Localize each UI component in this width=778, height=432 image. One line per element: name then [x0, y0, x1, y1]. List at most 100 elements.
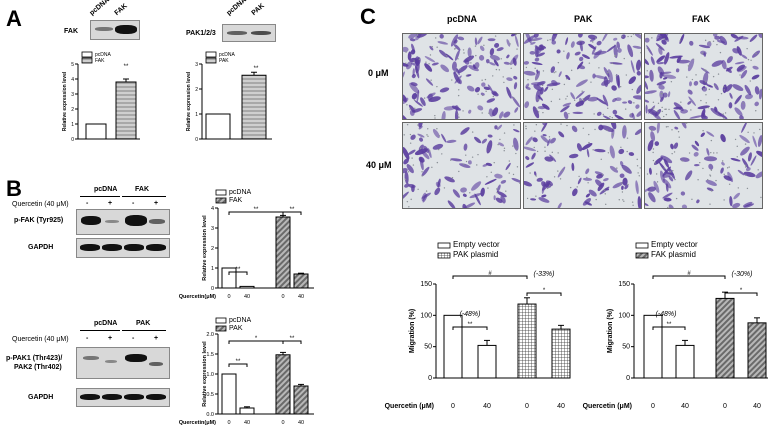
significance-bracket	[452, 275, 528, 279]
sign: +	[108, 335, 113, 342]
y-tick-label: 2	[211, 246, 214, 252]
bar	[293, 385, 309, 415]
y-tick-label: 50	[622, 344, 630, 351]
legend-swatch	[635, 242, 649, 249]
bar	[715, 297, 735, 379]
significance-label: *	[740, 288, 743, 294]
y-tick-label: 2	[195, 87, 198, 93]
significance-label: *	[255, 336, 258, 342]
x-tick-label: 40	[483, 403, 491, 410]
blot-label: PAK1/2/3	[186, 30, 216, 37]
legend-label: Empty vector	[651, 240, 698, 249]
x-tick-label: 0	[651, 403, 655, 410]
y-tick-label: 2.0	[206, 332, 214, 338]
x-tick-label: 0	[281, 294, 284, 300]
legend-label: FAK	[229, 197, 243, 204]
annotation: (-30%)	[731, 271, 752, 278]
legend-label: FAK	[95, 58, 105, 64]
y-tick-label: 1	[211, 266, 214, 272]
x-tick-label: 40	[753, 403, 761, 410]
transwell-micrograph	[644, 122, 763, 209]
annotation: (-48%)	[655, 311, 676, 318]
treatment-label: Quercetin (40 μM)	[12, 201, 69, 208]
sign: +	[154, 335, 159, 342]
y-tick-label: 0	[626, 375, 630, 382]
significance-bracket	[282, 340, 302, 344]
significance-label: **	[124, 64, 129, 70]
blot-label: GAPDH	[28, 244, 54, 251]
y-tick-label: 0	[428, 375, 432, 382]
bar	[239, 407, 255, 415]
y-axis-label: Relative expression level	[202, 215, 208, 281]
significance-label: #	[687, 271, 691, 277]
significance-label: **	[254, 66, 259, 72]
y-tick-label: 3	[195, 62, 198, 68]
legend-label: pcDNA	[229, 317, 252, 324]
significance-label: **	[667, 322, 672, 328]
y-tick-label: 0	[71, 137, 74, 143]
legend-swatch	[215, 325, 227, 332]
y-tick-label: 150	[420, 281, 432, 288]
y-tick-label: 1.5	[206, 352, 214, 358]
x-axis-label: Quercetin (μM)	[583, 403, 632, 410]
significance-bracket	[652, 275, 726, 279]
y-tick-label: 100	[618, 312, 630, 319]
blot-label: FAK	[64, 28, 78, 35]
y-axis-label: Relative expression level	[62, 71, 68, 131]
legend-label: pcDNA	[229, 189, 252, 196]
x-axis-label: Quercetin(μM)	[179, 420, 216, 426]
y-tick-label: 4	[71, 77, 74, 83]
bar	[221, 373, 237, 415]
significance-label: **	[290, 207, 295, 213]
legend-label: FAK plasmid	[651, 250, 696, 259]
x-tick-label: 40	[298, 420, 304, 426]
group-label: PAK	[136, 320, 151, 327]
bar	[293, 273, 309, 289]
significance-bracket	[652, 326, 686, 330]
legend-swatch	[205, 51, 217, 58]
column-label: PAK	[574, 14, 593, 24]
legend-swatch	[215, 317, 227, 324]
transwell-micrograph	[402, 122, 521, 209]
x-tick-label: 40	[298, 294, 304, 300]
sign: -	[86, 200, 89, 207]
significance-bracket	[526, 292, 562, 296]
sign: +	[154, 200, 159, 207]
column-label: pcDNA	[447, 14, 478, 24]
western-blot	[90, 20, 140, 40]
bar	[747, 322, 767, 379]
bar	[551, 328, 571, 379]
bar	[115, 81, 137, 140]
bar	[675, 344, 695, 379]
transwell-micrograph	[402, 33, 521, 120]
annotation: (-33%)	[533, 271, 554, 278]
sign: -	[132, 200, 135, 207]
sign: +	[108, 200, 113, 207]
significance-label: **	[254, 207, 259, 213]
significance-bracket	[282, 211, 302, 215]
x-tick-label: 0	[227, 420, 230, 426]
y-tick-label: 0.0	[206, 412, 214, 418]
bar	[241, 74, 267, 140]
y-tick-label: 4	[211, 206, 214, 212]
row-label: 0 μM	[368, 68, 389, 78]
legend-label: Empty vector	[453, 240, 500, 249]
blot-label: p-PAK1 (Thr423)/	[6, 355, 63, 362]
blot-label: GAPDH	[28, 394, 54, 401]
x-tick-label: 40	[244, 294, 250, 300]
x-tick-label: 40	[244, 420, 250, 426]
group-label: pcDNA	[94, 186, 118, 193]
western-blot	[76, 347, 170, 379]
bar	[643, 314, 663, 379]
bar	[205, 113, 231, 140]
legend-swatch	[81, 51, 93, 58]
legend-label: PAK	[219, 58, 229, 64]
x-tick-label: 0	[723, 403, 727, 410]
western-blot	[76, 238, 170, 258]
bar	[517, 303, 537, 379]
legend-label: pcDNA	[219, 52, 236, 58]
significance-label: **	[290, 336, 295, 342]
sign: -	[86, 335, 89, 342]
significance-bracket	[228, 363, 248, 367]
